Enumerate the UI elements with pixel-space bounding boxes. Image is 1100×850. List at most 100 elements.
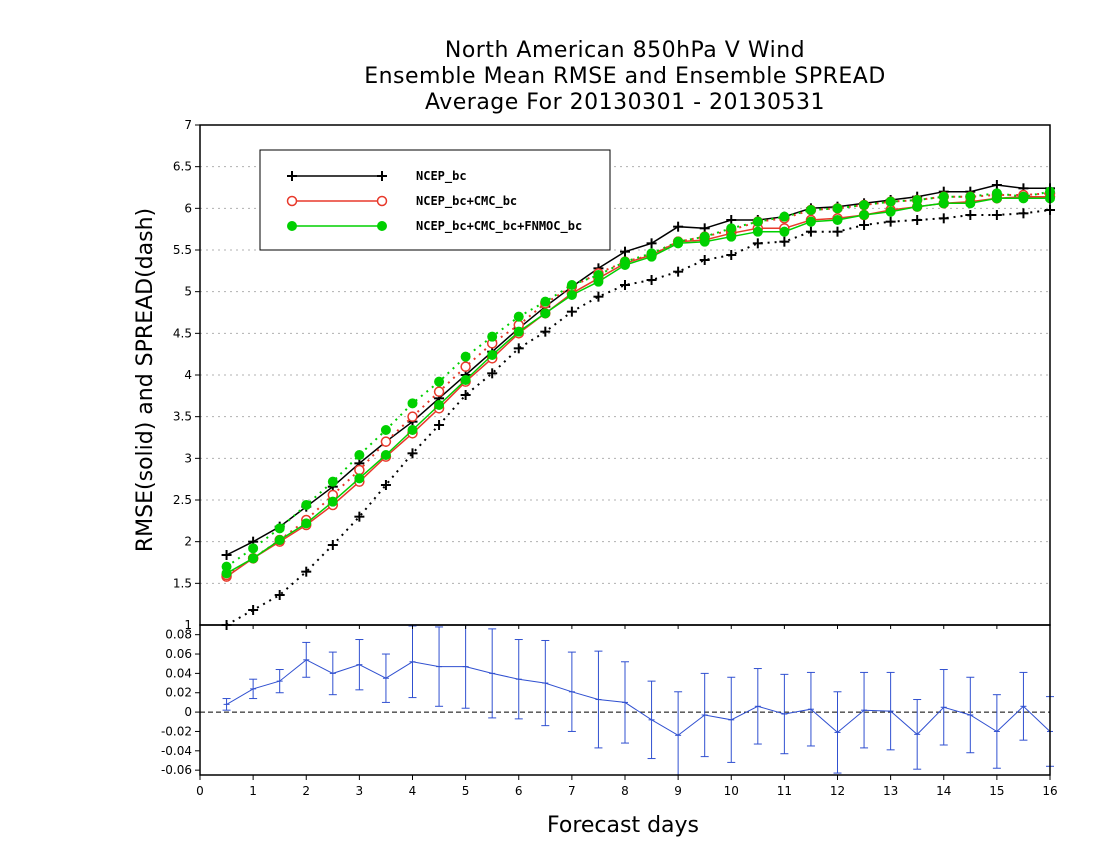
filled-circle-marker — [434, 376, 445, 387]
filled-circle-marker — [327, 476, 338, 487]
filled-circle-marker — [1018, 191, 1029, 202]
chart-title-line-3: Average For 20130301 - 20130531 — [424, 90, 826, 115]
filled-circle-marker — [434, 400, 445, 410]
filled-circle-marker — [327, 496, 338, 507]
filled-circle-marker — [287, 221, 297, 231]
filled-circle-marker — [912, 195, 923, 205]
top-panel: 1.5 2 2.5 3 3.5 4 4.5 5 5.5 6 6.5 7 1 RMSE(solid) and… — [133, 118, 1056, 632]
y-tick-label: 1 — [184, 618, 192, 632]
filled-circle-marker — [487, 350, 498, 360]
filled-circle-marker — [301, 518, 312, 529]
y-tick-label: 5 — [184, 285, 192, 299]
filled-circle-marker — [380, 450, 391, 460]
open-circle-marker — [286, 195, 298, 207]
filled-circle-marker — [460, 375, 471, 385]
open-circle-marker — [354, 464, 365, 476]
filled-circle-marker — [885, 206, 896, 217]
open-circle-marker — [380, 436, 392, 447]
filled-circle-marker — [779, 211, 790, 222]
y-tick-label: 0.06 — [165, 647, 192, 661]
legend: NCEP_bc NCEP_bc+CMC_bc NCEP_bc+CMC_bc+FNMO… — [259, 149, 611, 251]
y-tick-label: 2 — [184, 535, 192, 549]
x-tick-label: 16 — [1042, 784, 1057, 798]
legend-box — [259, 149, 611, 251]
filled-circle-marker — [991, 188, 1002, 199]
filled-circle-marker — [805, 205, 816, 215]
filled-circle-marker — [301, 500, 312, 510]
x-tick-label: 1 — [249, 784, 257, 798]
filled-circle-marker — [354, 473, 365, 484]
x-tick-label: 4 — [409, 784, 417, 798]
y-tick-label: -0.06 — [161, 763, 192, 777]
filled-circle-marker — [566, 290, 577, 300]
x-tick-label: 14 — [936, 784, 951, 798]
y-tick-label: 2.5 — [173, 493, 192, 507]
series-line-ncep-bc-cmc-bc-solid — [226, 195, 1050, 578]
filled-circle-marker — [673, 236, 684, 247]
y-tick-label: 6 — [184, 201, 192, 215]
y-tick-label: 0.08 — [165, 628, 192, 642]
legend-label: NCEP_bc+CMC_bc — [416, 194, 517, 209]
filled-circle-marker — [513, 326, 524, 337]
chart-title-line-2: Ensemble Mean RMSE and Ensemble SPREAD — [364, 64, 886, 89]
filled-circle-marker — [407, 398, 418, 409]
filled-circle-marker — [513, 311, 524, 322]
legend-label: NCEP_bc — [416, 169, 467, 184]
x-tick-label: 11 — [777, 784, 792, 798]
filled-circle-marker — [699, 231, 710, 242]
chart-title-line-1: North American 850hPa V Wind — [444, 38, 806, 63]
y-tick-label: -0.02 — [161, 724, 192, 738]
x-axis-label: Forecast days — [547, 813, 699, 838]
legend-label: NCEP_bc+CMC_bc+FNMOC_bc — [416, 219, 582, 234]
filled-circle-marker — [380, 425, 391, 435]
filled-circle-marker — [540, 308, 551, 319]
open-circle-marker — [433, 386, 445, 397]
series-line-ncep-bc-cmc-bc-fnmoc-bc-dash — [226, 190, 1051, 568]
filled-circle-marker — [938, 191, 949, 202]
x-tick-label: 15 — [989, 784, 1004, 798]
y-tick-label: 3 — [184, 451, 192, 465]
series-line-ncep-bc-cmc-bc-fnmoc-bc-solid — [226, 197, 1050, 574]
filled-circle-marker — [377, 221, 387, 231]
y-tick-label: 4.5 — [173, 326, 192, 340]
filled-circle-marker — [726, 223, 737, 234]
y-tick-label: 4 — [184, 368, 192, 382]
open-circle-marker — [376, 195, 388, 207]
filled-circle-marker — [646, 248, 657, 259]
x-tick-label: 12 — [830, 784, 845, 798]
filled-circle-marker — [752, 226, 763, 237]
x-tick-label: 10 — [724, 784, 739, 798]
filled-circle-marker — [274, 523, 285, 534]
x-tick-label: 7 — [568, 784, 576, 798]
x-tick-label: 9 — [674, 784, 682, 798]
filled-circle-marker — [859, 200, 870, 210]
filled-circle-marker — [248, 543, 259, 554]
filled-circle-marker — [832, 203, 843, 214]
y-tick-label: 3.5 — [173, 410, 192, 424]
open-circle-marker — [407, 411, 418, 422]
open-circle-marker — [460, 361, 471, 372]
filled-circle-marker — [487, 331, 498, 342]
filled-circle-marker — [540, 296, 551, 307]
x-tick-label: 8 — [621, 784, 629, 798]
filled-circle-marker — [805, 216, 816, 227]
x-tick-label: 3 — [356, 784, 364, 798]
filled-circle-marker — [407, 425, 418, 435]
y-tick-label: 5.5 — [173, 243, 192, 257]
x-tick-label: 2 — [302, 784, 310, 798]
y-tick-label: 7 — [184, 118, 192, 132]
y-tick-label: 6.5 — [173, 160, 192, 174]
y-tick-label: -0.04 — [161, 744, 192, 758]
filled-circle-marker — [248, 553, 259, 564]
x-tick-label: 0 — [196, 784, 204, 798]
series-line-ncep-bc-cmc-bc-dash — [226, 192, 1051, 576]
filled-circle-marker — [274, 535, 285, 545]
y-tick-label: 0.04 — [165, 666, 192, 680]
filled-circle-marker — [752, 216, 763, 227]
filled-circle-marker — [832, 215, 843, 225]
filled-circle-marker — [566, 280, 577, 290]
filled-circle-marker — [221, 561, 232, 572]
filled-circle-marker — [859, 210, 870, 220]
